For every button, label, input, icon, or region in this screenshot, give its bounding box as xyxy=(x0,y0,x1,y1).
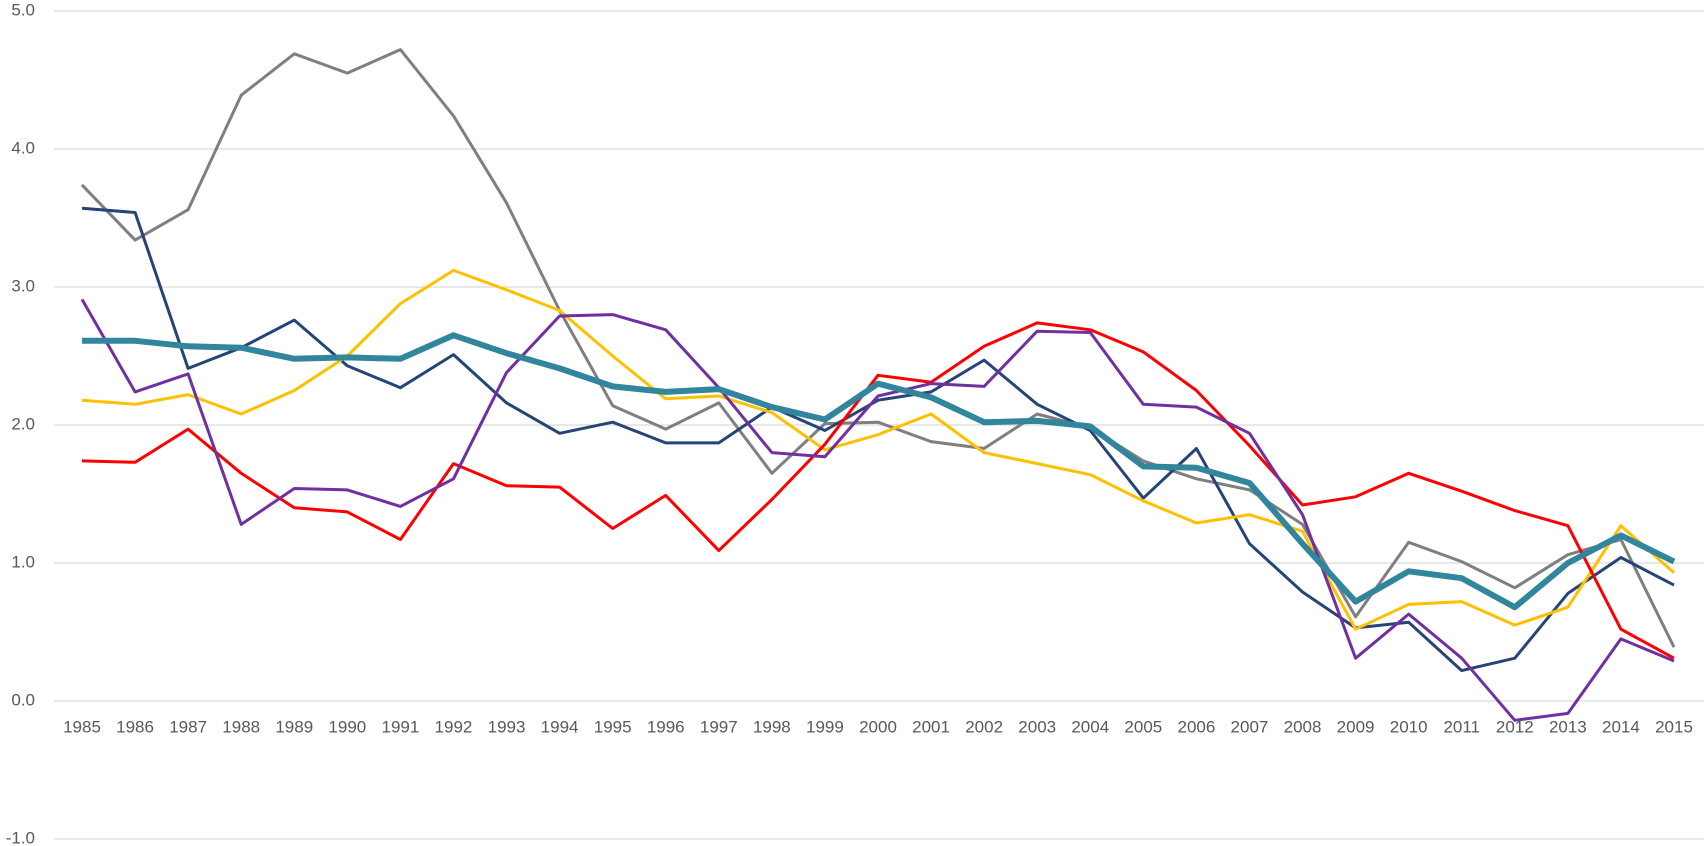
x-tick-label: 1988 xyxy=(222,717,260,736)
y-tick-label: 1.0 xyxy=(11,552,35,571)
x-tick-label: 2003 xyxy=(1018,717,1056,736)
x-tick-label: 1996 xyxy=(647,717,685,736)
x-tick-label: 2013 xyxy=(1549,717,1587,736)
y-tick-label: 4.0 xyxy=(11,138,35,157)
y-tick-label: -1.0 xyxy=(6,828,35,846)
x-tick-label: 1987 xyxy=(169,717,207,736)
y-tick-label: 3.0 xyxy=(11,276,35,295)
x-tick-label: 1999 xyxy=(806,717,844,736)
x-tick-label: 1991 xyxy=(381,717,419,736)
x-tick-label: 2009 xyxy=(1337,717,1375,736)
x-tick-label: 2002 xyxy=(965,717,1003,736)
x-tick-label: 2006 xyxy=(1177,717,1215,736)
x-tick-label: 1989 xyxy=(275,717,313,736)
series-line xyxy=(81,321,1675,660)
y-tick-label: 2.0 xyxy=(11,414,35,433)
y-tick-label: 0.0 xyxy=(11,690,35,709)
x-tick-label: 2005 xyxy=(1124,717,1162,736)
x-tick-label: 2000 xyxy=(859,717,897,736)
x-tick-label: 1994 xyxy=(541,717,579,736)
series-line xyxy=(81,206,1675,673)
x-tick-label: 1985 xyxy=(63,717,101,736)
x-tick-label: 2015 xyxy=(1655,717,1693,736)
x-tick-label: 1993 xyxy=(488,717,526,736)
x-tick-label: 1997 xyxy=(700,717,738,736)
x-tick-label: 1995 xyxy=(594,717,632,736)
x-tick-label: 2007 xyxy=(1231,717,1269,736)
series-line xyxy=(80,48,1676,648)
y-tick-label: 5.0 xyxy=(11,0,35,19)
x-tick-label: 1990 xyxy=(328,717,366,736)
x-tick-label: 2010 xyxy=(1390,717,1428,736)
x-tick-label: 2008 xyxy=(1284,717,1322,736)
x-tick-label: 1986 xyxy=(116,717,154,736)
x-tick-label: 2004 xyxy=(1071,717,1109,736)
series-line xyxy=(82,332,1676,611)
x-tick-label: 2011 xyxy=(1443,717,1480,736)
series-line xyxy=(80,298,1675,722)
x-tick-label: 2012 xyxy=(1496,717,1534,736)
x-tick-label: 2014 xyxy=(1602,717,1640,736)
x-tick-label: 1998 xyxy=(753,717,791,736)
x-tick-label: 1992 xyxy=(435,717,473,736)
x-tick-label: 2001 xyxy=(912,717,950,736)
